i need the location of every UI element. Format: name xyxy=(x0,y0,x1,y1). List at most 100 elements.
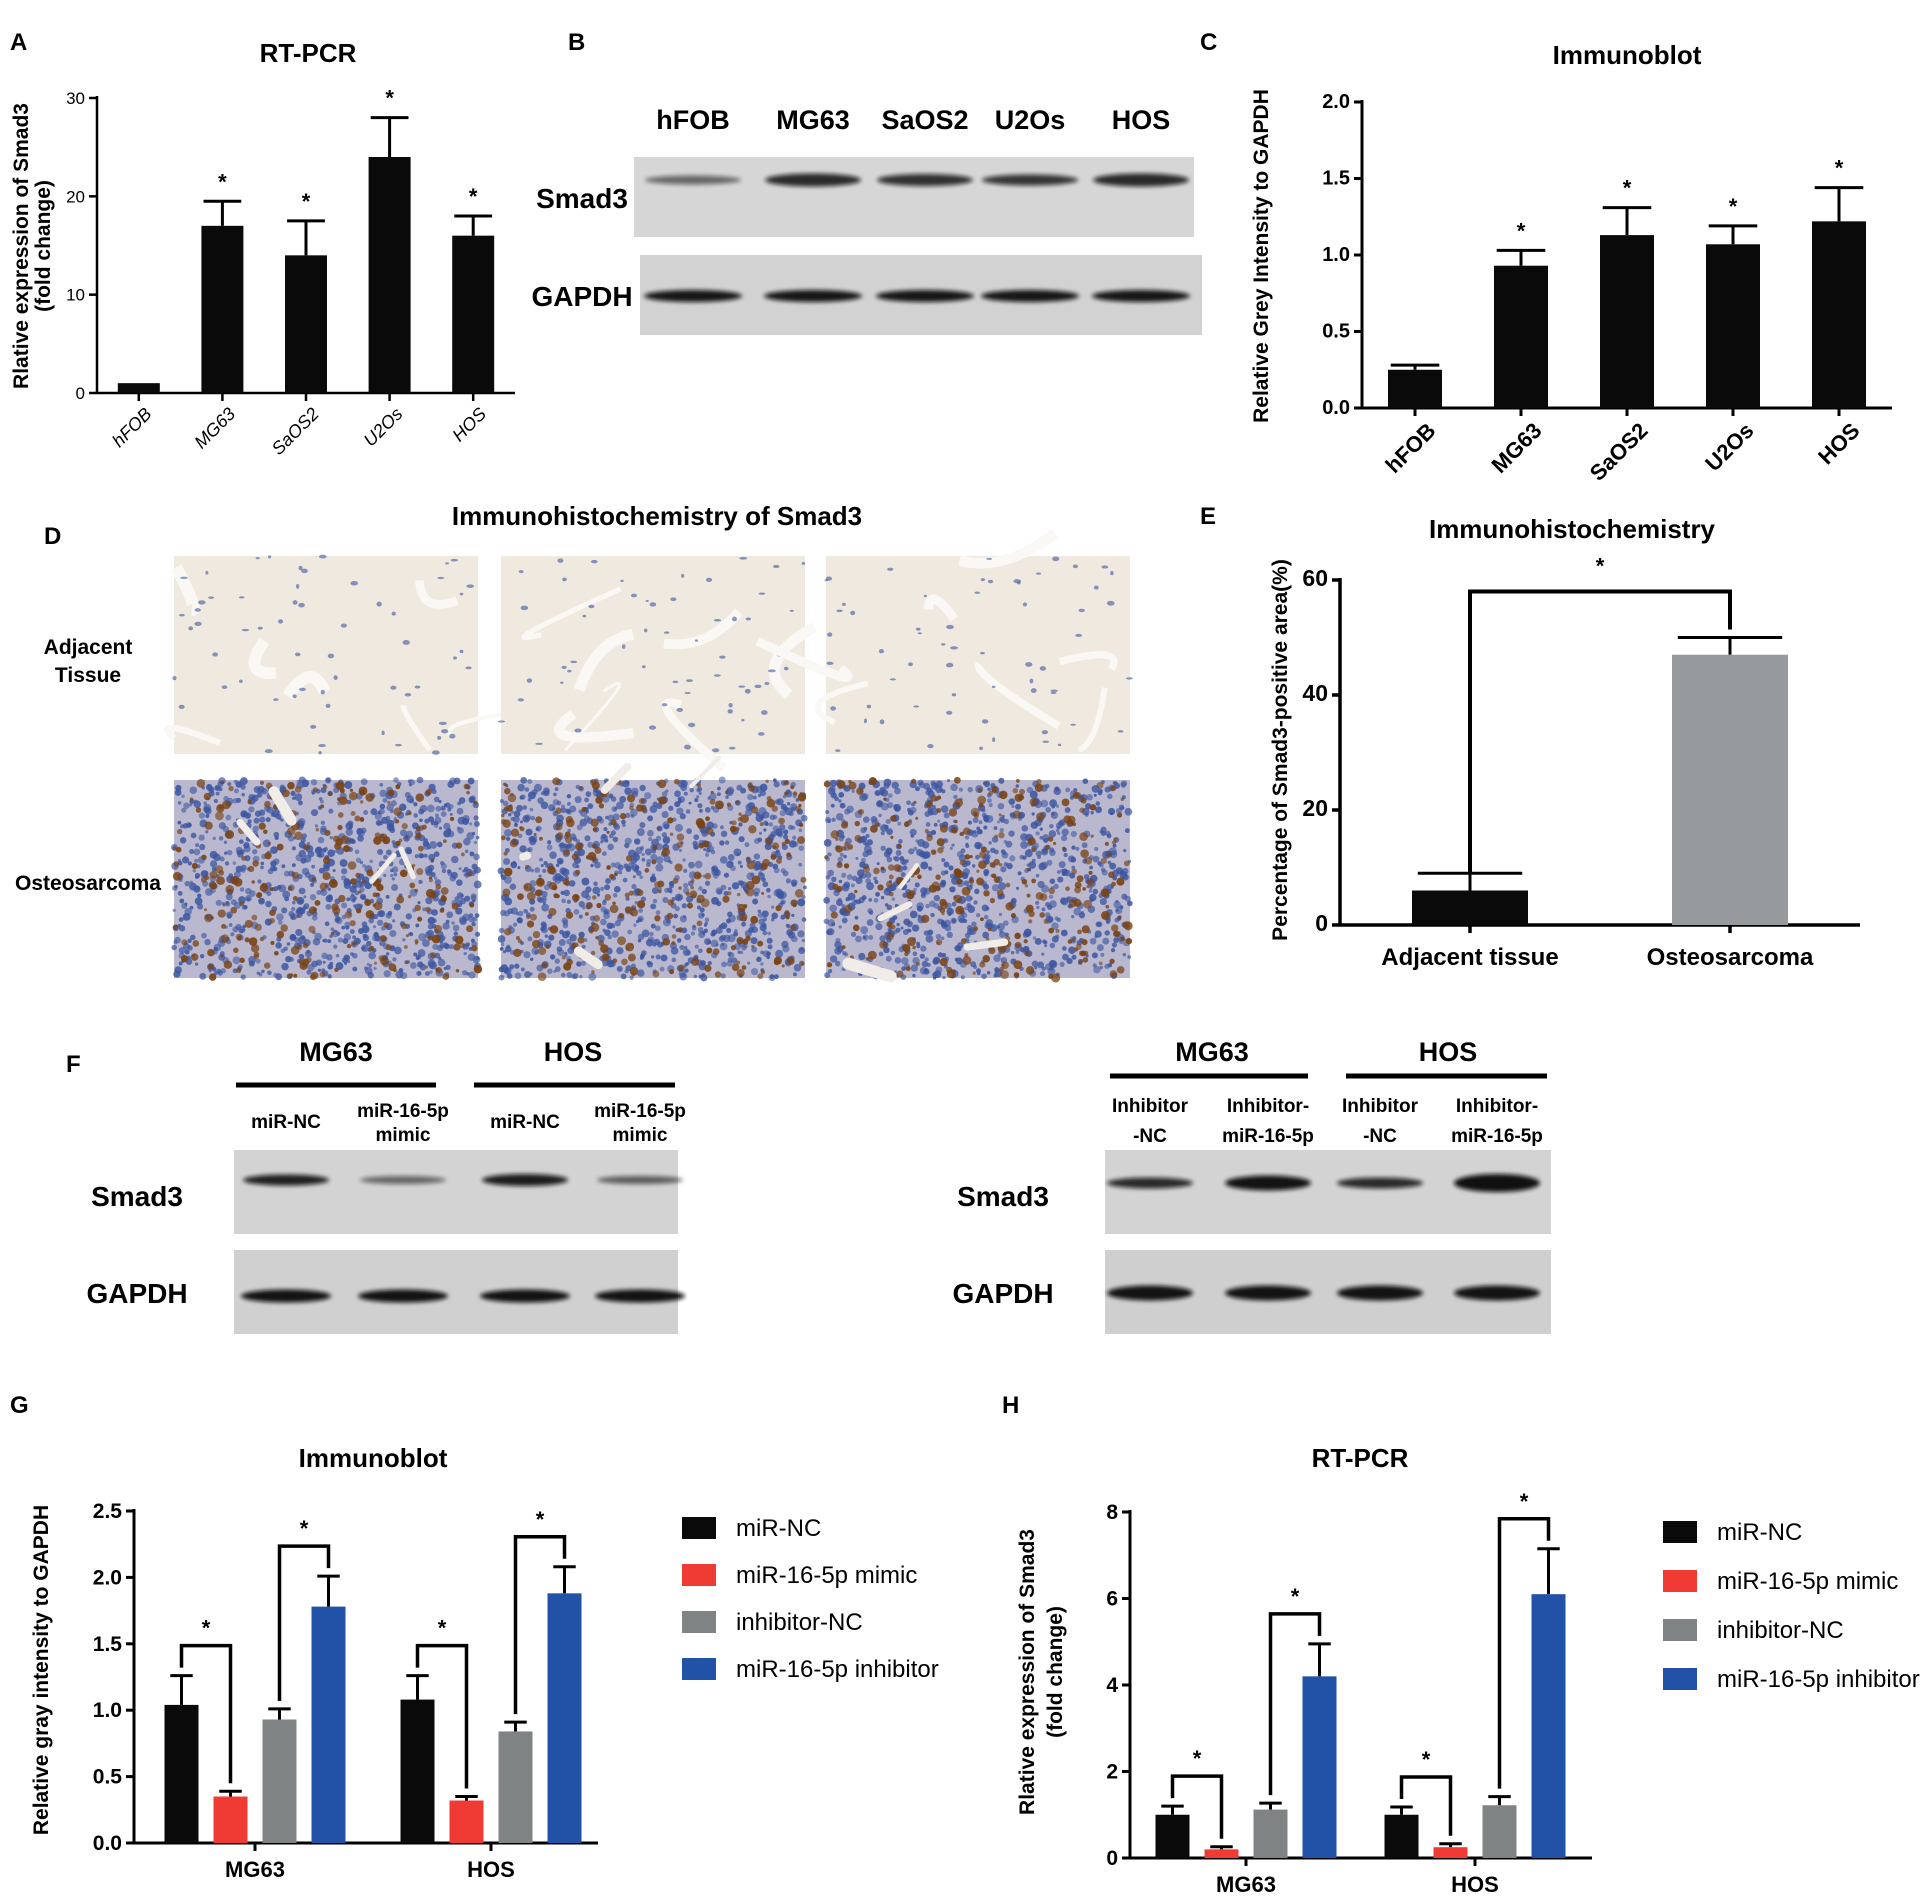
ihc-positive-stain xyxy=(220,934,230,943)
ihc-nucleus xyxy=(249,890,256,897)
ihc-nucleus xyxy=(985,922,993,930)
ihc-nucleus xyxy=(901,966,906,972)
ihc-nucleus xyxy=(528,836,535,843)
chart-h-bar xyxy=(1384,1814,1419,1858)
ihc-nucleus xyxy=(860,926,869,934)
ihc-positive-stain xyxy=(225,830,235,839)
ihc-nucleus xyxy=(1035,572,1042,575)
ihc-positive-stain xyxy=(1005,882,1011,888)
ihc-nucleus xyxy=(725,795,729,799)
ihc-nucleus xyxy=(290,913,298,921)
ihc-positive-stain xyxy=(356,908,362,914)
ihc-positive-stain xyxy=(926,800,933,808)
ihc-nucleus xyxy=(678,849,682,853)
ihc-nucleus xyxy=(739,950,744,955)
ihc-nucleus xyxy=(788,840,797,848)
ihc-nucleus xyxy=(578,931,585,938)
ihc-tissue-gap xyxy=(400,704,432,752)
chart-h-significance-bracket xyxy=(1399,1775,1453,1836)
ihc-positive-stain xyxy=(836,862,843,869)
chart-a-y-tick-label: 10 xyxy=(66,286,85,305)
ihc-nucleus xyxy=(554,877,562,884)
ihc-nucleus xyxy=(1088,889,1092,893)
ihc-nucleus xyxy=(925,903,930,909)
ihc-nucleus xyxy=(527,791,536,800)
ihc-row-adjacent-line1: Adjacent xyxy=(44,636,133,659)
blot-b-smad3-band xyxy=(877,174,973,186)
ihc-nucleus xyxy=(393,777,399,783)
ihc-nucleus xyxy=(946,710,953,715)
ihc-nucleus xyxy=(393,872,398,877)
ihc-nucleus xyxy=(902,886,906,890)
ihc-nucleus xyxy=(408,779,415,786)
ihc-nucleus xyxy=(219,856,225,862)
ihc-positive-stain xyxy=(502,819,511,828)
ihc-nucleus xyxy=(1107,793,1113,800)
ihc-positive-stain xyxy=(383,922,389,928)
ihc-nucleus xyxy=(831,817,836,822)
blot-fl-smad3-band xyxy=(360,1176,446,1184)
ihc-nucleus xyxy=(270,846,278,854)
ihc-nucleus xyxy=(851,789,855,793)
ihc-positive-stain xyxy=(1084,856,1093,865)
ihc-positive-stain xyxy=(221,800,231,810)
ihc-nucleus xyxy=(803,885,807,890)
ihc-nucleus xyxy=(868,910,874,915)
ihc-nucleus xyxy=(661,703,668,707)
ihc-positive-stain xyxy=(598,940,605,947)
ihc-positive-stain xyxy=(181,939,188,946)
chart-c-ylabel: Relative Grey Intensity to GAPDH xyxy=(1250,89,1273,423)
ihc-positive-stain xyxy=(349,920,356,927)
ihc-nucleus xyxy=(517,866,521,870)
ihc-nucleus xyxy=(500,874,504,878)
ihc-positive-stain xyxy=(666,912,674,920)
ihc-positive-stain xyxy=(745,880,755,890)
ihc-nucleus xyxy=(649,602,657,607)
ihc-nucleus xyxy=(238,839,244,844)
ihc-nucleus xyxy=(363,810,369,816)
ihc-nucleus xyxy=(463,837,471,846)
ihc-positive-stain xyxy=(181,955,189,963)
ihc-nucleus xyxy=(646,858,652,865)
ihc-nucleus xyxy=(980,578,985,582)
chart-h-legend-swatch xyxy=(1663,1570,1697,1592)
ihc-positive-stain xyxy=(239,957,245,964)
ihc-nucleus xyxy=(967,820,972,825)
ihc-nucleus xyxy=(335,916,341,922)
ihc-positive-stain xyxy=(612,958,618,964)
ihc-positive-stain xyxy=(264,852,272,860)
ihc-nucleus xyxy=(698,912,705,919)
blot-fr-gapdh-band xyxy=(1107,1285,1193,1301)
ihc-nucleus xyxy=(351,952,358,959)
ihc-nucleus xyxy=(299,687,306,691)
ihc-nucleus xyxy=(497,720,506,723)
blot-b-smad3-band xyxy=(765,173,861,187)
ihc-positive-stain xyxy=(302,942,309,949)
ihc-nucleus xyxy=(424,971,430,977)
ihc-nucleus xyxy=(878,813,882,818)
ihc-nucleus xyxy=(321,952,328,959)
ihc-nucleus xyxy=(225,814,232,821)
panel-letter-a: A xyxy=(10,29,27,56)
ihc-positive-stain xyxy=(835,845,843,853)
ihc-nucleus xyxy=(825,810,830,814)
ihc-nucleus xyxy=(388,823,394,830)
ihc-nucleus xyxy=(625,896,630,901)
ihc-nucleus xyxy=(696,788,701,793)
ihc-nucleus xyxy=(981,719,989,724)
chart-g-title: Immunoblot xyxy=(299,1443,448,1473)
ihc-nucleus xyxy=(616,946,624,955)
panel-letter-h: H xyxy=(1002,1392,1019,1419)
ihc-nucleus xyxy=(1049,900,1057,908)
ihc-nucleus xyxy=(556,857,564,865)
ihc-nucleus xyxy=(1096,944,1104,952)
ihc-nucleus xyxy=(391,866,399,873)
ihc-nucleus xyxy=(657,941,664,948)
ihc-nucleus xyxy=(945,662,954,668)
ihc-nucleus xyxy=(1097,790,1103,796)
ihc-nucleus xyxy=(880,895,885,900)
ihc-nucleus xyxy=(856,899,862,905)
ihc-nucleus xyxy=(694,860,703,869)
ihc-nucleus xyxy=(290,790,296,797)
ihc-nucleus xyxy=(641,852,645,857)
